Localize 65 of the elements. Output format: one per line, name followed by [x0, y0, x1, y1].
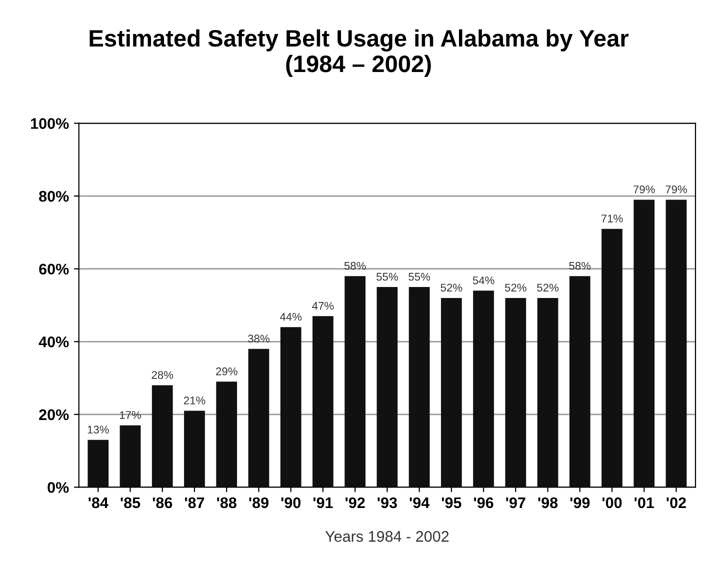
data-label: 44%: [280, 312, 302, 321]
bar: [184, 410, 205, 488]
x-axis-title: Years 1984 - 2002: [325, 531, 449, 542]
x-tick-label: '96: [474, 497, 494, 508]
x-tick-label: '90: [281, 497, 301, 508]
data-label: 47%: [312, 302, 334, 310]
data-label: 52%: [504, 284, 526, 292]
chart-title: Estimated Safety Belt Usage in Alabama by Year (1984 – 2002): [90, 29, 628, 77]
data-label: 52%: [440, 284, 462, 292]
x-tick-label: '87: [184, 497, 204, 508]
bar: [120, 425, 141, 488]
bar: [666, 200, 687, 488]
x-tick-label: '85: [120, 497, 140, 508]
data-label: 71%: [601, 214, 623, 222]
bar: [152, 385, 173, 488]
data-label: 55%: [376, 272, 398, 281]
bar: [569, 276, 590, 488]
x-tick-label: '91: [313, 497, 333, 508]
x-tick-label: '95: [442, 497, 462, 508]
data-label: 29%: [216, 367, 238, 376]
bar: [440, 298, 462, 488]
data-label: 17%: [120, 411, 141, 419]
data-label: 58%: [344, 262, 366, 270]
bar: [408, 287, 430, 488]
y-tick-label: 40%: [38, 336, 69, 348]
y-tick-label: 100%: [31, 118, 69, 129]
x-tick-label: '98: [538, 497, 558, 508]
x-tick-label: '00: [602, 497, 622, 508]
bar: [505, 298, 526, 488]
bar: [344, 276, 366, 488]
x-tick-label: '01: [634, 497, 654, 508]
x-tick-label: '97: [506, 497, 526, 508]
x-tick-label: '93: [378, 497, 397, 508]
bar: [473, 290, 494, 488]
bar: [216, 382, 238, 488]
bar: [376, 287, 398, 488]
bar: [248, 348, 270, 488]
data-label: 38%: [248, 334, 270, 343]
data-label: 79%: [634, 185, 655, 194]
x-tick-label: '84: [88, 497, 108, 508]
bar: [634, 200, 655, 488]
data-label: 58%: [569, 262, 591, 270]
data-label: 54%: [472, 276, 494, 284]
bar: [88, 440, 109, 488]
x-tick-label: '99: [570, 497, 590, 508]
x-tick-label: '02: [666, 497, 686, 508]
y-tick-label: 60%: [39, 264, 69, 275]
data-label: 79%: [666, 185, 687, 194]
x-tick-label: '86: [152, 497, 172, 508]
bar: [537, 298, 558, 488]
x-tick-label: '92: [346, 497, 365, 508]
data-label: 28%: [152, 371, 174, 379]
data-label: 55%: [408, 272, 430, 281]
bar: [280, 327, 302, 488]
bar: [312, 316, 334, 488]
bar: [602, 228, 622, 488]
y-tick-label: 0%: [48, 482, 69, 493]
y-tick-label: 20%: [39, 409, 69, 420]
x-tick-label: '88: [217, 497, 236, 508]
data-label: 52%: [537, 284, 558, 292]
y-tick-label: 80%: [39, 190, 69, 202]
data-label: 21%: [184, 396, 206, 404]
x-tick-label: '94: [410, 497, 430, 508]
data-label: 13%: [88, 426, 109, 434]
x-tick-label: '89: [249, 497, 268, 508]
